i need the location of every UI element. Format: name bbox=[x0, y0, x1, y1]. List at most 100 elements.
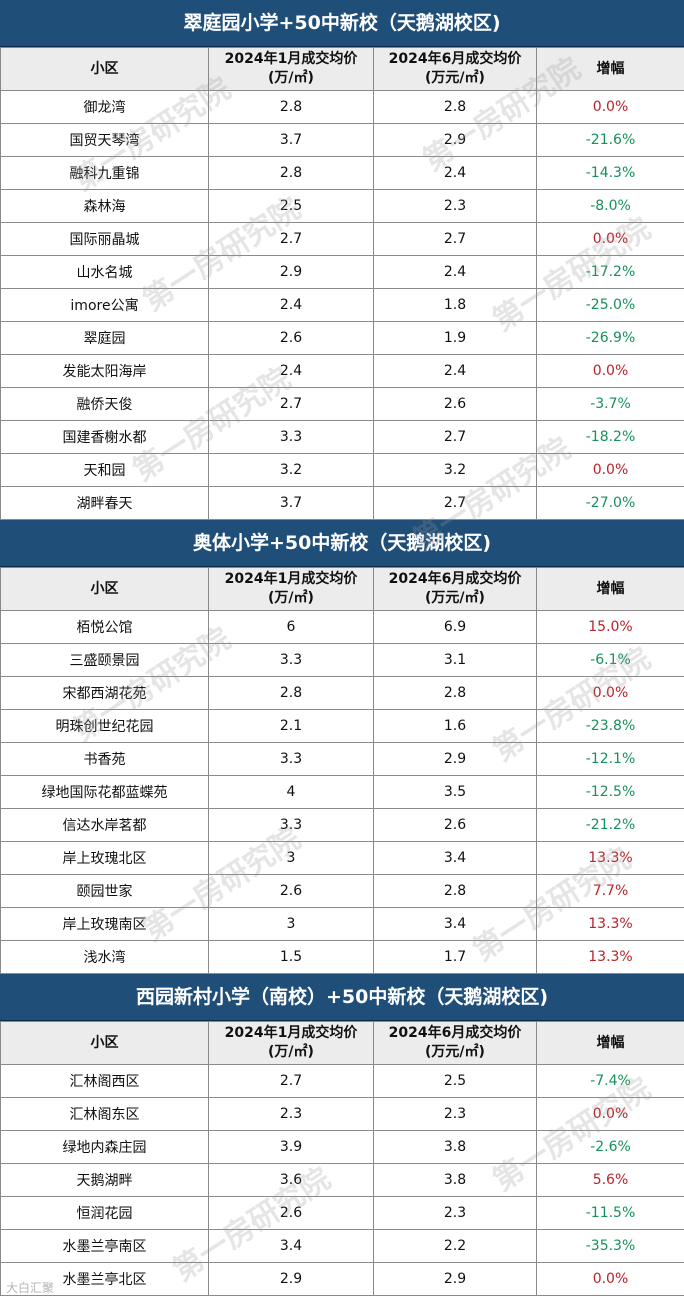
cell-change: 13.3% bbox=[536, 940, 684, 974]
table-row: 汇林阁东区 2.3 2.3 0.0% bbox=[0, 1097, 684, 1131]
cell-community: 山水名城 bbox=[0, 255, 209, 289]
cell-jan-price: 2.7 bbox=[208, 387, 374, 421]
cell-jan-price: 3 bbox=[208, 907, 374, 941]
table-row: 山水名城 2.9 2.4 -17.2% bbox=[0, 255, 684, 289]
cell-jun-price: 1.6 bbox=[373, 709, 537, 743]
cell-jan-price: 3.7 bbox=[208, 486, 374, 520]
cell-change: 13.3% bbox=[536, 841, 684, 875]
cell-community: 天鹅湖畔 bbox=[0, 1163, 209, 1197]
cell-jan-price: 2.7 bbox=[208, 1064, 374, 1098]
cell-change: -12.5% bbox=[536, 775, 684, 809]
price-table: 小区 2024年1月成交均价 (万/㎡) 2024年6月成交均价 (万元/㎡) 增幅 御龙湾… bbox=[0, 47, 684, 520]
cell-community: 宋都西湖花苑 bbox=[0, 676, 209, 710]
cell-change: -35.3% bbox=[536, 1229, 684, 1263]
cell-jun-price: 6.9 bbox=[373, 610, 537, 644]
cell-jan-price: 2.3 bbox=[208, 1097, 374, 1131]
cell-jun-price: 2.4 bbox=[373, 255, 537, 289]
cell-jan-price: 2.5 bbox=[208, 189, 374, 223]
cell-change: -12.1% bbox=[536, 742, 684, 776]
cell-jun-price: 2.3 bbox=[373, 1097, 537, 1131]
cell-change: -14.3% bbox=[536, 156, 684, 190]
cell-change: -3.7% bbox=[536, 387, 684, 421]
section-title: 翠庭园小学+50中新校（天鹅湖校区) bbox=[0, 0, 684, 47]
header-row: 小区 2024年1月成交均价 (万/㎡) 2024年6月成交均价 (万元/㎡) 增幅 bbox=[0, 1021, 684, 1065]
cell-jan-price: 2.8 bbox=[208, 90, 374, 124]
cell-community: 岸上玫瑰南区 bbox=[0, 907, 209, 941]
cell-community: 翠庭园 bbox=[0, 321, 209, 355]
header-jun-price-line1: 2024年6月成交均价 bbox=[388, 51, 522, 67]
table-row: 翠庭园 2.6 1.9 -26.9% bbox=[0, 321, 684, 355]
cell-community: 绿地内森庄园 bbox=[0, 1130, 209, 1164]
header-change: 增幅 bbox=[536, 567, 684, 611]
section-1: 翠庭园小学+50中新校（天鹅湖校区) 小区 2024年1月成交均价 (万/㎡) 2024… bbox=[0, 0, 684, 520]
price-table: 小区 2024年1月成交均价 (万/㎡) 2024年6月成交均价 (万元/㎡) 增幅 汇林阁… bbox=[0, 1021, 684, 1296]
cell-jun-price: 2.9 bbox=[373, 123, 537, 157]
cell-change: 0.0% bbox=[536, 1262, 684, 1296]
cell-jun-price: 2.8 bbox=[373, 874, 537, 908]
table-row: 信达水岸茗都 3.3 2.6 -21.2% bbox=[0, 808, 684, 842]
cell-change: 7.7% bbox=[536, 874, 684, 908]
cell-community: 发能太阳海岸 bbox=[0, 354, 209, 388]
cell-community: 恒润花园 bbox=[0, 1196, 209, 1230]
table-row: 湖畔春天 3.7 2.7 -27.0% bbox=[0, 486, 684, 520]
cell-jun-price: 3.8 bbox=[373, 1163, 537, 1197]
cell-jan-price: 2.6 bbox=[208, 1196, 374, 1230]
cell-community: imore公寓 bbox=[0, 288, 209, 322]
table-row: 森林海 2.5 2.3 -8.0% bbox=[0, 189, 684, 223]
cell-change: 0.0% bbox=[536, 90, 684, 124]
cell-change: -25.0% bbox=[536, 288, 684, 322]
cell-jun-price: 1.7 bbox=[373, 940, 537, 974]
table-row: 水墨兰亭北区 2.9 2.9 0.0% bbox=[0, 1262, 684, 1296]
table-row: 恒润花园 2.6 2.3 -11.5% bbox=[0, 1196, 684, 1230]
cell-change: -23.8% bbox=[536, 709, 684, 743]
cell-change: -11.5% bbox=[536, 1196, 684, 1230]
cell-jan-price: 2.7 bbox=[208, 222, 374, 256]
table-row: 发能太阳海岸 2.4 2.4 0.0% bbox=[0, 354, 684, 388]
cell-jun-price: 2.4 bbox=[373, 156, 537, 190]
table-row: 宋都西湖花苑 2.8 2.8 0.0% bbox=[0, 676, 684, 710]
cell-jun-price: 3.5 bbox=[373, 775, 537, 809]
table-row: 国贸天琴湾 3.7 2.9 -21.6% bbox=[0, 123, 684, 157]
section-2: 奥体小学+50中新校（天鹅湖校区) 小区 2024年1月成交均价 (万/㎡) 2024年… bbox=[0, 520, 684, 974]
cell-change: -18.2% bbox=[536, 420, 684, 454]
cell-jan-price: 2.1 bbox=[208, 709, 374, 743]
cell-jun-price: 3.4 bbox=[373, 841, 537, 875]
cell-change: 0.0% bbox=[536, 1097, 684, 1131]
table-row: 汇林阁西区 2.7 2.5 -7.4% bbox=[0, 1064, 684, 1098]
table-row: 绿地内森庄园 3.9 3.8 -2.6% bbox=[0, 1130, 684, 1164]
cell-jun-price: 2.8 bbox=[373, 90, 537, 124]
header-jan-price-line1: 2024年1月成交均价 bbox=[224, 51, 358, 67]
cell-jan-price: 3.6 bbox=[208, 1163, 374, 1197]
cell-change: -6.1% bbox=[536, 643, 684, 677]
cell-change: -27.0% bbox=[536, 486, 684, 520]
table-row: 三盛颐景园 3.3 3.1 -6.1% bbox=[0, 643, 684, 677]
cell-change: 0.0% bbox=[536, 453, 684, 487]
cell-jan-price: 3.3 bbox=[208, 643, 374, 677]
cell-community: 书香苑 bbox=[0, 742, 209, 776]
cell-jan-price: 2.9 bbox=[208, 1262, 374, 1296]
table-row: 天鹅湖畔 3.6 3.8 5.6% bbox=[0, 1163, 684, 1197]
header-jun-price-line1: 2024年6月成交均价 bbox=[388, 1025, 522, 1041]
section-title: 奥体小学+50中新校（天鹅湖校区) bbox=[0, 520, 684, 567]
cell-jun-price: 2.7 bbox=[373, 420, 537, 454]
cell-change: -7.4% bbox=[536, 1064, 684, 1098]
cell-jun-price: 3.2 bbox=[373, 453, 537, 487]
cell-jan-price: 6 bbox=[208, 610, 374, 644]
table-row: 栢悦公馆 6 6.9 15.0% bbox=[0, 610, 684, 644]
header-jun-price-unit: (万元/㎡) bbox=[425, 590, 485, 606]
cell-change: -2.6% bbox=[536, 1130, 684, 1164]
cell-community: 浅水湾 bbox=[0, 940, 209, 974]
brand-mark: 大白汇聚 bbox=[6, 1281, 55, 1295]
cell-jun-price: 1.8 bbox=[373, 288, 537, 322]
header-name: 小区 bbox=[0, 1021, 209, 1065]
cell-jan-price: 3.7 bbox=[208, 123, 374, 157]
table-row: imore公寓 2.4 1.8 -25.0% bbox=[0, 288, 684, 322]
cell-community: 绿地国际花都蓝蝶苑 bbox=[0, 775, 209, 809]
table-row: 岸上玫瑰北区 3 3.4 13.3% bbox=[0, 841, 684, 875]
cell-jun-price: 3.1 bbox=[373, 643, 537, 677]
table-row: 浅水湾 1.5 1.7 13.3% bbox=[0, 940, 684, 974]
header-change: 增幅 bbox=[536, 47, 684, 91]
cell-jun-price: 3.4 bbox=[373, 907, 537, 941]
cell-change: 0.0% bbox=[536, 354, 684, 388]
